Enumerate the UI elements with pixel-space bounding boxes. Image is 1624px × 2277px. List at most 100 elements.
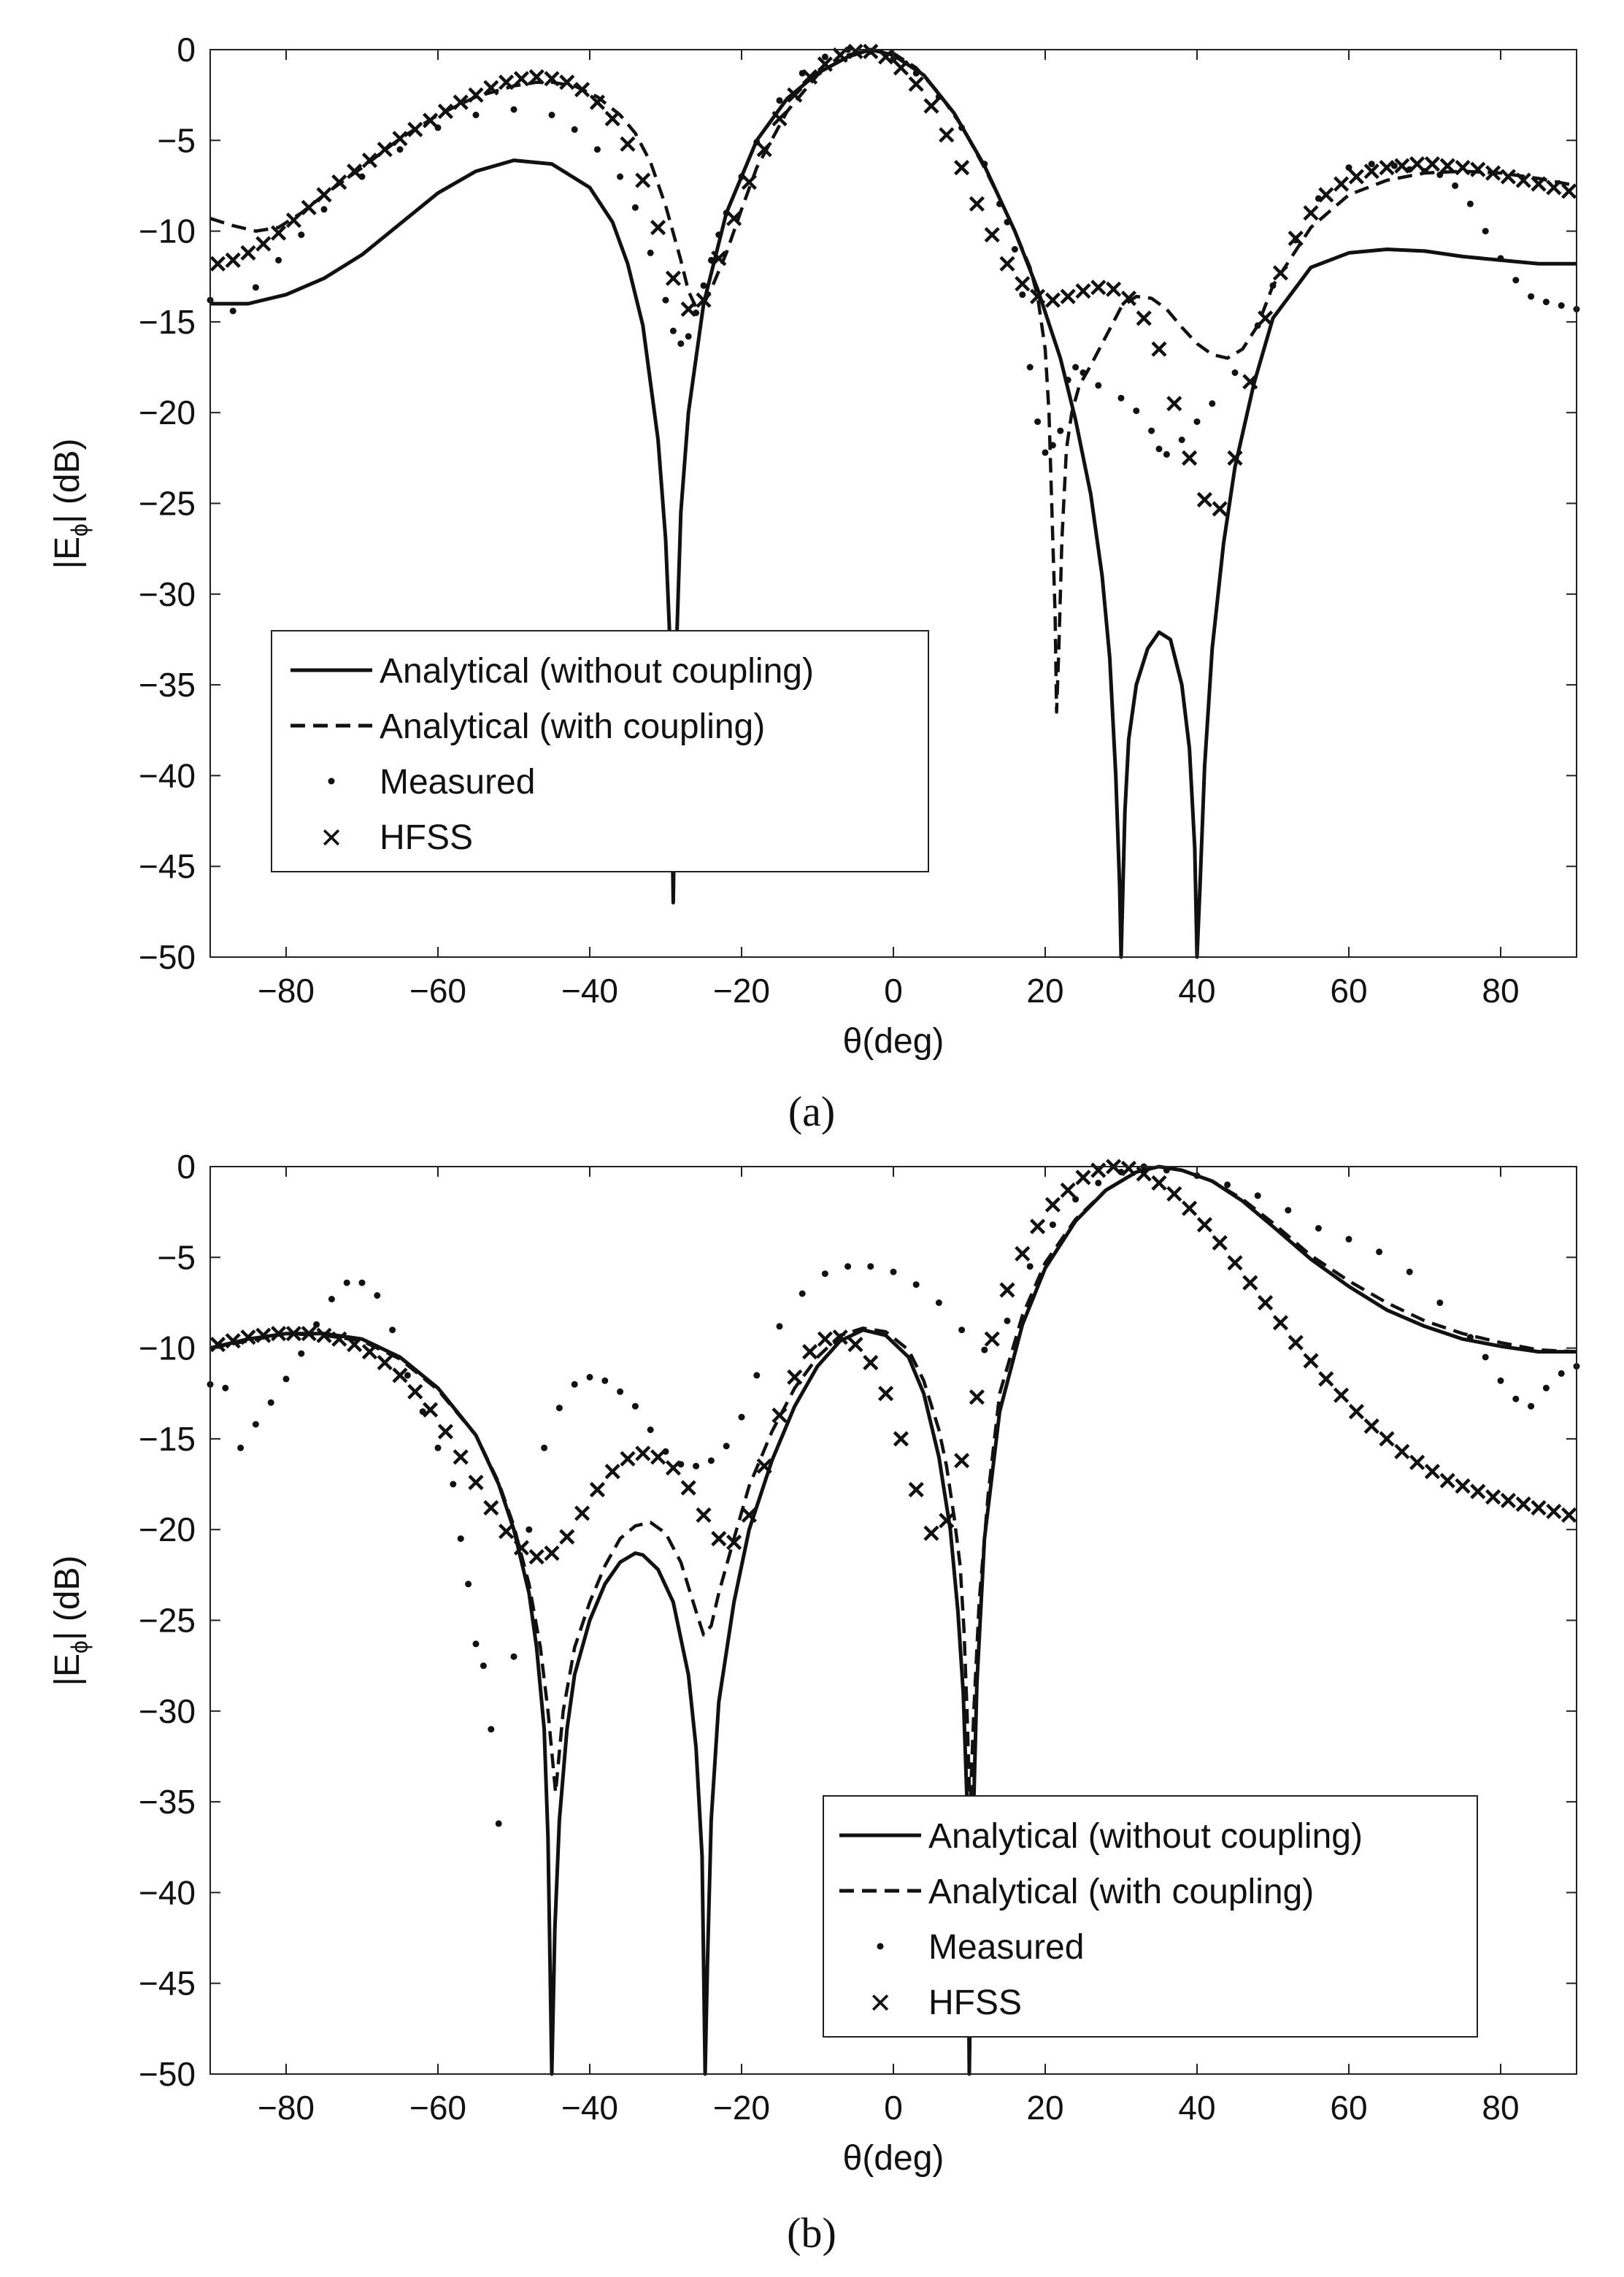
measured-point (229, 307, 236, 315)
hfss-point (1075, 283, 1091, 299)
chart-b-y-label-sub: ϕ (66, 1640, 93, 1654)
chart-a-y-tick-label: −30 (139, 575, 196, 613)
hfss-point (1060, 288, 1076, 304)
hfss-point (407, 1383, 423, 1399)
measured-point (252, 1421, 259, 1428)
hfss-point (301, 1326, 317, 1342)
hfss-point (1409, 156, 1425, 172)
hfss-point (1044, 1197, 1061, 1213)
measured-point (571, 126, 578, 133)
hfss-point (1515, 1496, 1531, 1512)
hfss-point (908, 76, 924, 92)
hfss-point (1227, 450, 1243, 466)
hfss-point (574, 82, 590, 98)
hfss-point (999, 1282, 1015, 1298)
measured-point (647, 1427, 654, 1433)
chart-a-y-tick-label: −45 (139, 848, 196, 886)
hfss-point (908, 1481, 924, 1498)
hfss-point (1531, 176, 1547, 192)
hfss-point (1546, 180, 1562, 196)
measured-point (1209, 400, 1216, 407)
measured-point (867, 1263, 874, 1270)
chart-a-y-tick-label: −10 (139, 212, 196, 250)
hfss-point (377, 142, 393, 158)
measured-point (1224, 1181, 1231, 1189)
hfss-point (1334, 1387, 1350, 1403)
chart-a-y-tick-label: −20 (139, 393, 196, 431)
hfss-point (377, 1354, 393, 1371)
measured-point (981, 1346, 988, 1353)
chart-b-x-tick-label: 20 (1026, 2089, 1063, 2127)
chart-a-y-tick-label: −50 (139, 938, 196, 976)
hfss-point (1334, 176, 1350, 192)
hfss-point (1120, 1160, 1136, 1177)
measured-point (617, 1388, 624, 1395)
measured-point (1452, 182, 1459, 189)
chart-b-y-label-tail: | (dB) (48, 1556, 87, 1640)
measured-point (1528, 1402, 1535, 1410)
hfss-point (1272, 1315, 1288, 1331)
chart-a-x-axis-label: θ(deg) (843, 1022, 944, 1061)
hfss-point (650, 1449, 666, 1465)
measured-point (1406, 1268, 1413, 1275)
hfss-point (1303, 1353, 1319, 1369)
measured-point (389, 1326, 396, 1334)
measured-point (343, 1279, 350, 1286)
hfss-point (771, 1408, 788, 1424)
measured-point (1148, 427, 1155, 434)
measured-point (1095, 382, 1102, 389)
measured-point (617, 173, 624, 180)
hfss-point (680, 301, 696, 318)
hfss-point (893, 1431, 909, 1447)
chart-b-y-tick-label: −50 (139, 2055, 196, 2093)
measured-point (1368, 161, 1375, 168)
measured-point (586, 1373, 593, 1381)
hfss-point (453, 94, 469, 110)
hfss-point (1288, 230, 1304, 247)
measured-point (981, 161, 988, 168)
hfss-point (620, 136, 636, 152)
hfss-point (1166, 1186, 1182, 1202)
hfss-point (271, 1326, 287, 1342)
measured-point (1064, 377, 1071, 383)
measured-point (631, 1402, 639, 1410)
hfss-point (559, 1529, 575, 1545)
hfss-point (1318, 1371, 1334, 1387)
hfss-point (240, 245, 256, 261)
hfss-point (650, 220, 666, 236)
chart-a-y-tick-label: 0 (177, 31, 196, 69)
hfss-point (847, 1337, 863, 1353)
hfss-point (347, 1337, 363, 1353)
hfss-point (1515, 172, 1531, 188)
measured-point (912, 69, 920, 77)
hfss-point (361, 153, 377, 169)
measured-point (996, 200, 1004, 207)
hfss-point (604, 110, 620, 127)
measured-point (1095, 1179, 1102, 1186)
hfss-point (635, 1445, 651, 1462)
hfss-point (1439, 1472, 1455, 1489)
chart-a-x-tick-label: 40 (1178, 972, 1215, 1010)
chart-a-x-tick-label: 80 (1482, 972, 1519, 1010)
measured-point (1034, 418, 1042, 426)
hfss-point (225, 252, 241, 268)
measured-point (821, 1270, 828, 1278)
hfss-point (559, 74, 575, 91)
hfss-point (331, 1331, 347, 1347)
hfss-point (1030, 288, 1046, 304)
measured-point (548, 112, 555, 118)
hfss-point (255, 1327, 272, 1343)
hfss-point (863, 1354, 879, 1371)
hfss-point (589, 94, 605, 110)
chart-b-legend-entry-1: Analytical (without coupling) (928, 1817, 1363, 1856)
chart-b-y-tick-label: −40 (139, 1873, 196, 1911)
hfss-point (1166, 396, 1182, 412)
measured-point (571, 1381, 578, 1388)
measured-point (669, 327, 677, 334)
hfss-point (499, 1524, 515, 1540)
chart-a-x-tick-label: −40 (561, 972, 618, 1010)
chart-b-y-label-main: |E (48, 1654, 87, 1686)
caption-a: (a) (788, 1088, 835, 1135)
measured-point (1482, 228, 1489, 235)
chart-a-x-tick-label: −80 (258, 972, 315, 1010)
